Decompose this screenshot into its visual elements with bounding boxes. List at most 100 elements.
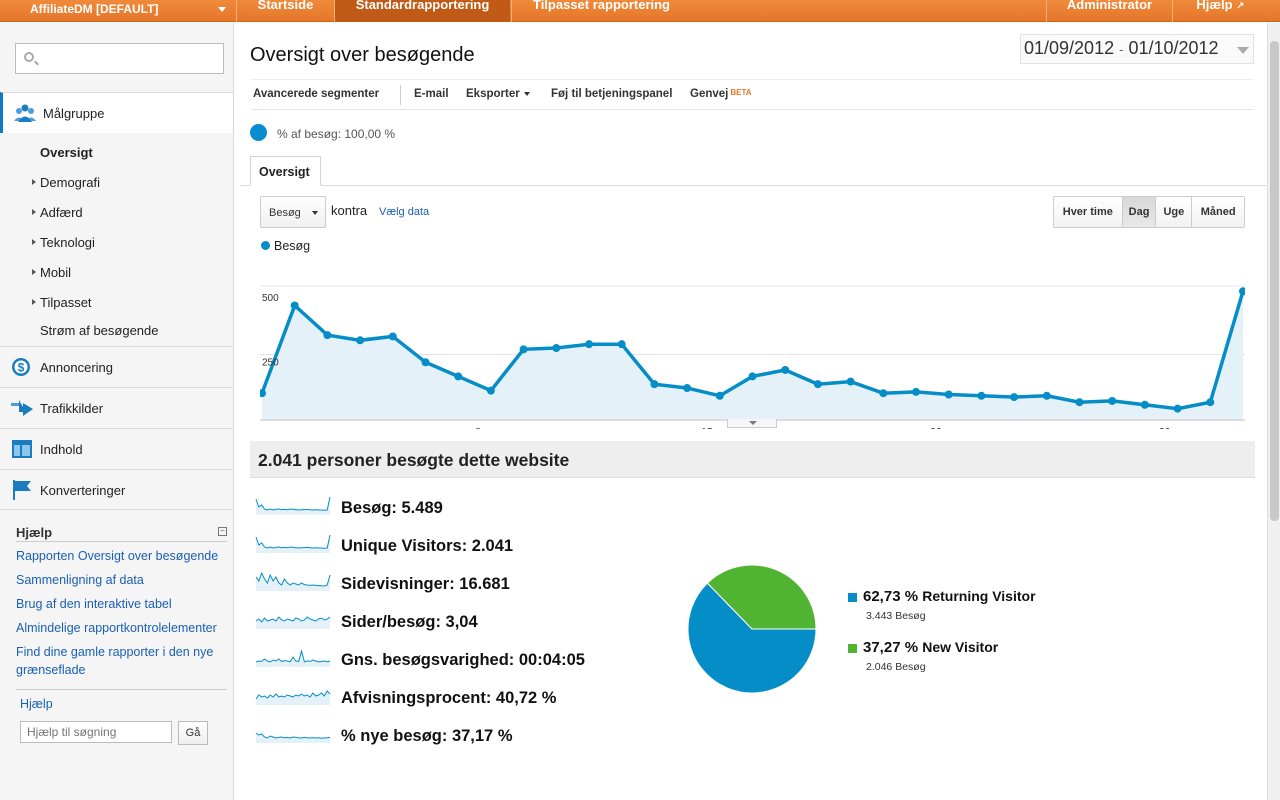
tab-admin[interactable]: Administrator xyxy=(1046,0,1172,22)
account-name: AffiliateDM [DEFAULT] xyxy=(30,2,159,16)
segment-pie-icon xyxy=(250,124,267,141)
export-label: Eksporter xyxy=(466,88,520,100)
sidebar-subitem-demographics[interactable]: Demografi xyxy=(32,175,100,190)
subitem-label: Demografi xyxy=(40,175,100,190)
advanced-segments-button[interactable]: Avancerede segmenter xyxy=(253,88,380,100)
pie-slice-returning[interactable] xyxy=(687,582,817,694)
scrollbar-thumb[interactable] xyxy=(1270,41,1279,521)
data-point[interactable] xyxy=(715,391,724,400)
account-selector[interactable]: AffiliateDM [DEFAULT] xyxy=(0,0,234,22)
data-point[interactable] xyxy=(1173,404,1182,413)
subitem-label: Teknologi xyxy=(40,235,95,250)
data-point[interactable] xyxy=(1108,396,1117,405)
help-link-interactive-table[interactable]: Brug af den interaktive tabel xyxy=(16,597,172,611)
data-point[interactable] xyxy=(1206,398,1215,407)
data-point[interactable] xyxy=(1140,400,1149,409)
shortcut-button[interactable]: Genvej BETA xyxy=(690,88,752,100)
data-point[interactable] xyxy=(683,384,692,393)
tab-custom-reporting[interactable]: Tilpasset rapportering xyxy=(511,0,691,22)
data-point[interactable] xyxy=(879,389,888,398)
help-link-data-comparison[interactable]: Sammenligning af data xyxy=(16,573,144,587)
sidebar-subitem-visitor-flow[interactable]: Strøm af besøgende xyxy=(40,323,159,338)
sidebar-subitem-technology[interactable]: Teknologi xyxy=(32,235,95,250)
data-point[interactable] xyxy=(781,365,790,374)
sidebar-item-label: Målgruppe xyxy=(43,106,105,121)
data-point[interactable] xyxy=(454,372,463,381)
data-point[interactable] xyxy=(1075,398,1084,407)
help-link-visitor-overview[interactable]: Rapporten Oversigt over besøgende xyxy=(16,549,219,563)
data-point[interactable] xyxy=(912,387,920,396)
data-point[interactable] xyxy=(617,340,626,349)
sidebar-subitem-mobile[interactable]: Mobil xyxy=(32,265,72,280)
sidebar-item-conversions[interactable]: Konverteringer xyxy=(0,469,233,510)
data-point[interactable] xyxy=(519,345,528,354)
data-point[interactable] xyxy=(748,372,757,381)
date-start: 01/09/2012 xyxy=(1024,38,1115,58)
subitem-label: Strøm af besøgende xyxy=(40,323,159,338)
help-home-link[interactable]: Hjælp xyxy=(20,697,53,711)
legend-swatch xyxy=(848,644,857,653)
x-tick-label: 29. sep. xyxy=(1159,426,1196,429)
data-point[interactable] xyxy=(944,390,953,399)
visits-line-chart[interactable]: 500 250 8. sep. 15. sep. 22. sep. 29. sep. xyxy=(260,259,1245,429)
help-title: Hjælp xyxy=(16,525,53,540)
email-button[interactable]: E-mail xyxy=(414,88,449,100)
export-button[interactable]: Eksporter xyxy=(466,88,530,100)
sidebar-subitem-custom[interactable]: Tilpasset xyxy=(32,295,92,310)
sidebar-item-traffic-sources[interactable]: Trafikkilder xyxy=(0,387,233,428)
tab-home[interactable]: Startside xyxy=(236,0,334,22)
pie-series-name: Returning Visitor xyxy=(922,588,1036,604)
add-to-dashboard-button[interactable]: Føj til betjeningspanel xyxy=(551,88,673,100)
sidebar-item-content[interactable]: Indhold xyxy=(0,428,233,469)
report-search-input[interactable] xyxy=(15,43,224,74)
svg-text:$: $ xyxy=(18,361,25,375)
subitem-label: Mobil xyxy=(40,265,72,280)
help-divider xyxy=(16,689,227,690)
sidebar-item-advertising[interactable]: $ Annoncering xyxy=(0,346,233,387)
data-point[interactable] xyxy=(813,380,822,389)
data-point[interactable] xyxy=(421,358,430,367)
period-hourly-button[interactable]: Hver time xyxy=(1054,197,1123,227)
data-point[interactable] xyxy=(552,344,561,353)
period-month-button[interactable]: Måned xyxy=(1192,197,1244,227)
sidebar-item-audience[interactable]: Målgruppe xyxy=(0,92,233,133)
data-point[interactable] xyxy=(260,389,266,398)
data-point[interactable] xyxy=(1239,287,1245,296)
help-link-report-controls[interactable]: Almindelige rapportkontrolelementer xyxy=(16,621,217,635)
data-point[interactable] xyxy=(486,386,495,395)
choose-metric-link[interactable]: Vælg data xyxy=(379,206,430,218)
data-point[interactable] xyxy=(585,340,593,349)
tab-help[interactable]: Hjælp ↗ xyxy=(1172,0,1268,22)
help-search-input[interactable] xyxy=(20,721,172,743)
x-tick-label: 15. sep. xyxy=(701,426,738,429)
data-point[interactable] xyxy=(1010,393,1019,402)
kpi-sparkline xyxy=(255,571,331,591)
subitem-label: Oversigt xyxy=(40,145,93,160)
data-point[interactable] xyxy=(1042,391,1051,400)
data-point[interactable] xyxy=(977,391,986,400)
data-point[interactable] xyxy=(846,377,855,386)
data-point[interactable] xyxy=(323,331,332,340)
data-point[interactable] xyxy=(650,380,659,389)
sidebar-subitem-overview[interactable]: Oversigt xyxy=(40,145,93,160)
metric-dropdown[interactable]: Besøg xyxy=(260,196,326,228)
period-week-button[interactable]: Uge xyxy=(1156,197,1193,227)
sidebar-subitem-behavior[interactable]: Adfærd xyxy=(32,205,83,220)
sidebar-item-label: Konverteringer xyxy=(40,483,126,498)
tab-overview[interactable]: Oversigt xyxy=(250,156,321,186)
help-search-go-button[interactable]: Gå xyxy=(178,721,208,745)
tab-standard-reporting[interactable]: Standardrapportering xyxy=(334,0,510,22)
date-range-picker[interactable]: 01/09/2012 - 01/10/2012 xyxy=(1020,34,1254,64)
data-point[interactable] xyxy=(356,336,365,345)
top-navigation-bar: AffiliateDM [DEFAULT] Startside Standard… xyxy=(0,0,1280,22)
collapse-icon[interactable]: − xyxy=(218,527,227,536)
chart-resize-handle[interactable] xyxy=(727,419,777,428)
data-point[interactable] xyxy=(388,332,397,341)
data-point[interactable] xyxy=(290,301,299,310)
visitor-type-pie-chart[interactable] xyxy=(686,563,818,695)
expand-triangle-icon xyxy=(32,209,36,215)
page-scrollbar[interactable] xyxy=(1267,23,1280,800)
pie-slice-new[interactable] xyxy=(706,564,817,630)
help-link-old-reports[interactable]: Find dine gamle rapporter i den nye græn… xyxy=(16,645,214,677)
period-day-button[interactable]: Dag xyxy=(1122,197,1157,227)
